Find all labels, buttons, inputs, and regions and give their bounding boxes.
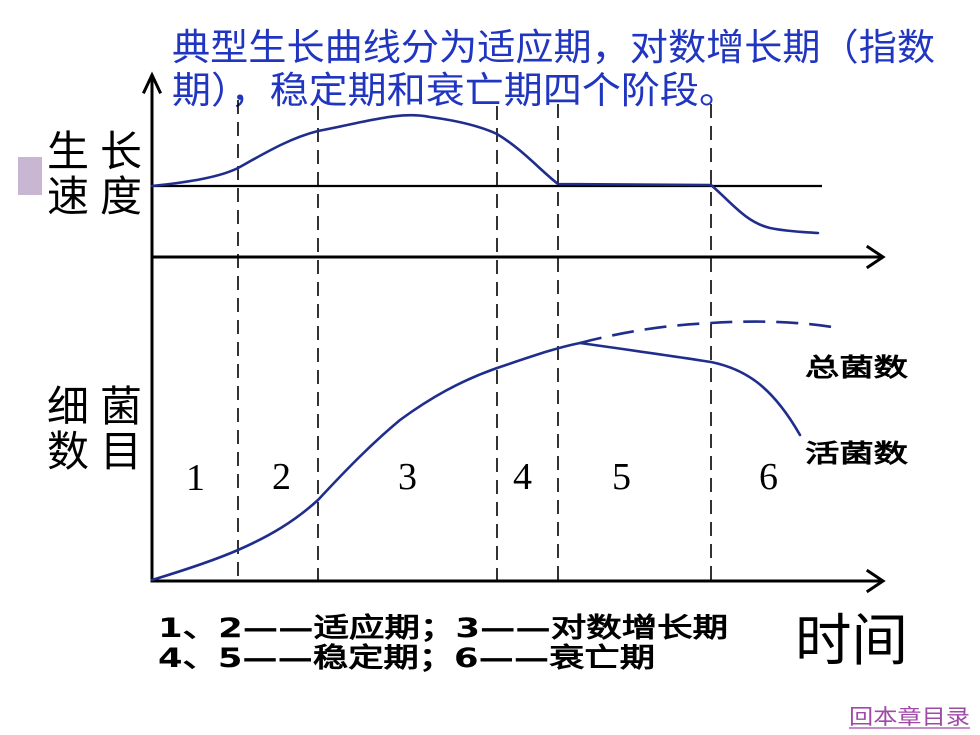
growth-rate-curve xyxy=(150,113,820,235)
chapter-contents-link-label[interactable]: 回本章目录 xyxy=(849,705,970,729)
slide-title-line-1: 典型生长曲线分为适应期，对数增长期（指数 xyxy=(172,26,935,69)
viable-count-curve xyxy=(578,341,802,437)
vertical-axis-arrow-icon xyxy=(142,71,162,94)
phase-number-4: 4 xyxy=(513,456,532,498)
growth-rate-axis-arrow-icon xyxy=(865,244,886,270)
cell-count-curve xyxy=(150,341,582,582)
growth-rate-label-line-1: 生长 xyxy=(47,127,142,176)
time-axis-arrow-icon xyxy=(865,568,886,594)
cell-count-label-line-1: 细菌 xyxy=(47,382,142,431)
phase-legend-line-2: 4、5——稳定期；6——衰亡期 xyxy=(158,642,655,674)
phase-number-3: 3 xyxy=(398,456,417,498)
viable-count-label: 活菌数 xyxy=(805,439,909,468)
phase-legend-line-1: 1、2——适应期；3——对数增长期 xyxy=(158,612,728,644)
phase-number-2: 2 xyxy=(272,456,291,498)
growth-rate-label-line-2: 速度 xyxy=(47,172,142,221)
slide-title-line-2: 期），稳定期和衰亡期四个阶段。 xyxy=(172,69,738,112)
phase-number-6: 6 xyxy=(759,456,778,498)
phase-number-5: 5 xyxy=(612,456,631,498)
time-axis-label: 时间 xyxy=(795,609,908,674)
bullet-square xyxy=(18,157,42,195)
total-count-label: 总菌数 xyxy=(805,353,909,382)
total-count-curve xyxy=(579,320,833,345)
phase-number-1: 1 xyxy=(186,457,205,499)
cell-count-label-line-2: 数目 xyxy=(47,427,142,476)
chapter-contents-link[interactable]: 回本章目录 xyxy=(849,705,970,729)
